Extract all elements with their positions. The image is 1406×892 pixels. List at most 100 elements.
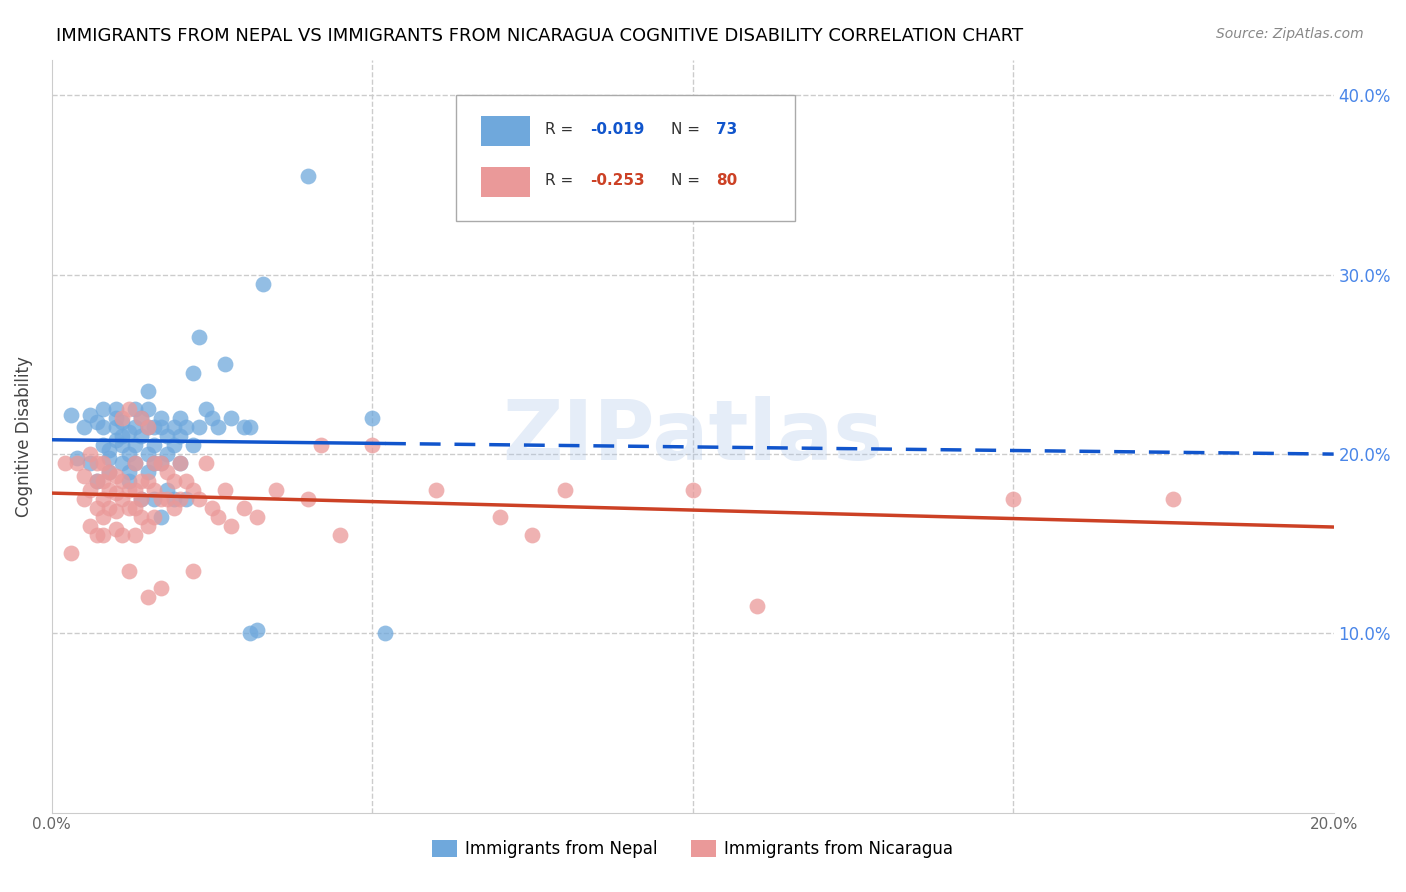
Point	[219, 518, 242, 533]
Point	[246, 623, 269, 637]
Point	[79, 408, 101, 422]
Point	[143, 420, 166, 434]
Point	[361, 438, 384, 452]
Point	[79, 447, 101, 461]
Point	[136, 518, 159, 533]
Point	[86, 474, 108, 488]
Point	[104, 468, 127, 483]
Text: IMMIGRANTS FROM NEPAL VS IMMIGRANTS FROM NICARAGUA COGNITIVE DISABILITY CORRELAT: IMMIGRANTS FROM NEPAL VS IMMIGRANTS FROM…	[56, 27, 1024, 45]
Point	[104, 433, 127, 447]
Point	[149, 411, 172, 425]
Point	[194, 402, 217, 417]
Point	[156, 429, 179, 443]
Point	[169, 491, 191, 506]
Point	[162, 500, 184, 515]
Point	[489, 509, 512, 524]
Point	[136, 447, 159, 461]
Point	[124, 527, 146, 541]
Point	[111, 527, 134, 541]
Point	[104, 504, 127, 518]
Point	[176, 491, 198, 506]
Point	[214, 483, 236, 497]
Text: R =: R =	[546, 122, 578, 137]
Point	[233, 420, 256, 434]
Point	[66, 450, 89, 465]
Y-axis label: Cognitive Disability: Cognitive Disability	[15, 356, 32, 516]
Point	[176, 474, 198, 488]
Point	[111, 429, 134, 443]
Point	[124, 456, 146, 470]
Point	[361, 411, 384, 425]
Point	[86, 456, 108, 470]
Point	[143, 456, 166, 470]
Point	[91, 474, 114, 488]
Point	[86, 500, 108, 515]
FancyBboxPatch shape	[481, 168, 530, 197]
Point	[131, 491, 153, 506]
Point	[73, 420, 96, 434]
Point	[111, 415, 134, 429]
Point	[124, 456, 146, 470]
Point	[239, 626, 262, 640]
Point	[176, 420, 198, 434]
Text: -0.019: -0.019	[591, 122, 644, 137]
Point	[79, 456, 101, 470]
Point	[124, 500, 146, 515]
Point	[98, 465, 121, 479]
Point	[207, 509, 229, 524]
Point	[86, 527, 108, 541]
Point	[104, 420, 127, 434]
Point	[131, 491, 153, 506]
Point	[104, 486, 127, 500]
Point	[104, 402, 127, 417]
Point	[118, 447, 141, 461]
Point	[169, 411, 191, 425]
Point	[104, 411, 127, 425]
Point	[143, 509, 166, 524]
Text: N =: N =	[671, 173, 704, 188]
Point	[131, 509, 153, 524]
Point	[131, 429, 153, 443]
Point	[188, 330, 211, 344]
Point	[118, 483, 141, 497]
Point	[214, 357, 236, 371]
Point	[246, 509, 269, 524]
Text: N =: N =	[671, 122, 704, 137]
Point	[73, 491, 96, 506]
Point	[188, 420, 211, 434]
Point	[162, 438, 184, 452]
Point	[239, 420, 262, 434]
FancyBboxPatch shape	[456, 95, 796, 221]
Point	[91, 509, 114, 524]
Point	[91, 527, 114, 541]
Point	[86, 474, 108, 488]
Point	[91, 456, 114, 470]
Point	[745, 599, 768, 614]
Point	[297, 169, 319, 183]
Text: R =: R =	[546, 173, 578, 188]
Point	[131, 411, 153, 425]
Point	[169, 429, 191, 443]
Point	[124, 402, 146, 417]
Point	[91, 491, 114, 506]
Text: 80: 80	[716, 173, 737, 188]
Point	[124, 438, 146, 452]
Point	[143, 483, 166, 497]
Point	[136, 465, 159, 479]
Point	[79, 483, 101, 497]
Point	[124, 483, 146, 497]
Point	[181, 483, 204, 497]
Point	[111, 491, 134, 506]
Point	[264, 483, 287, 497]
Point	[104, 522, 127, 536]
Point	[162, 474, 184, 488]
Point	[233, 500, 256, 515]
Point	[149, 491, 172, 506]
Point	[91, 438, 114, 452]
Point	[219, 411, 242, 425]
Point	[131, 474, 153, 488]
Point	[169, 456, 191, 470]
Point	[522, 527, 544, 541]
Point	[156, 491, 179, 506]
Legend: Immigrants from Nepal, Immigrants from Nicaragua: Immigrants from Nepal, Immigrants from N…	[425, 833, 960, 864]
